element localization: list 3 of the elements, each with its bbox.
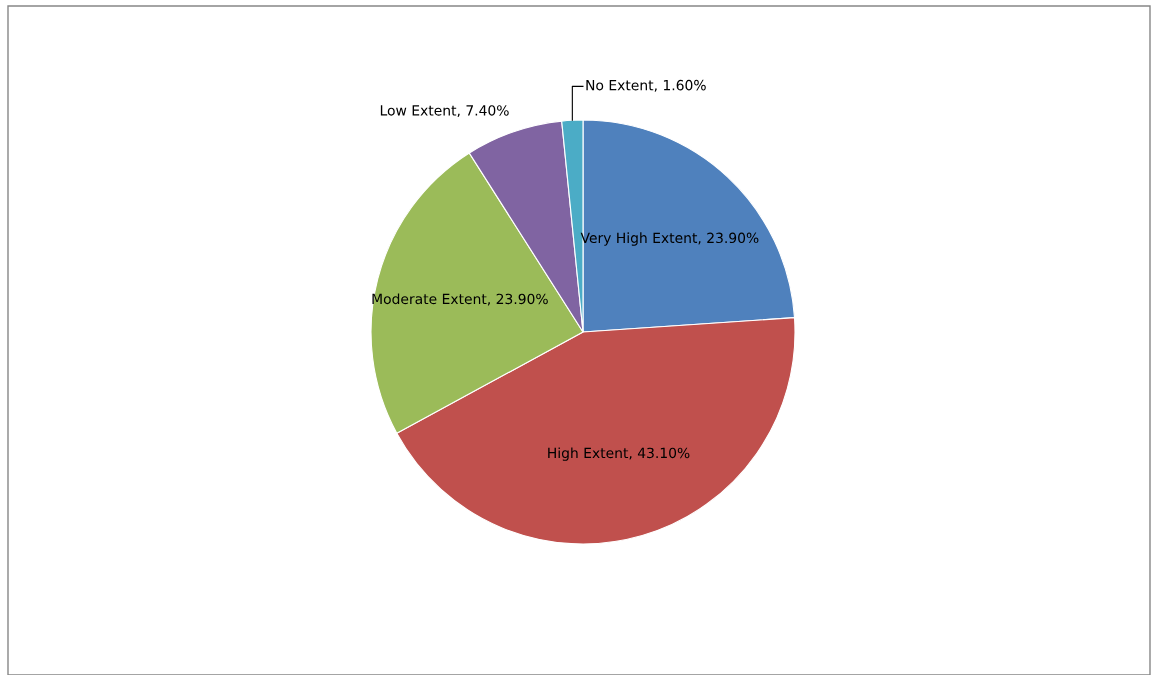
slice-label: Low Extent, 7.40% [380,105,509,118]
slice-label: High Extent, 43.10% [548,447,690,461]
slice-label: No Extent, 1.60% [586,79,706,92]
